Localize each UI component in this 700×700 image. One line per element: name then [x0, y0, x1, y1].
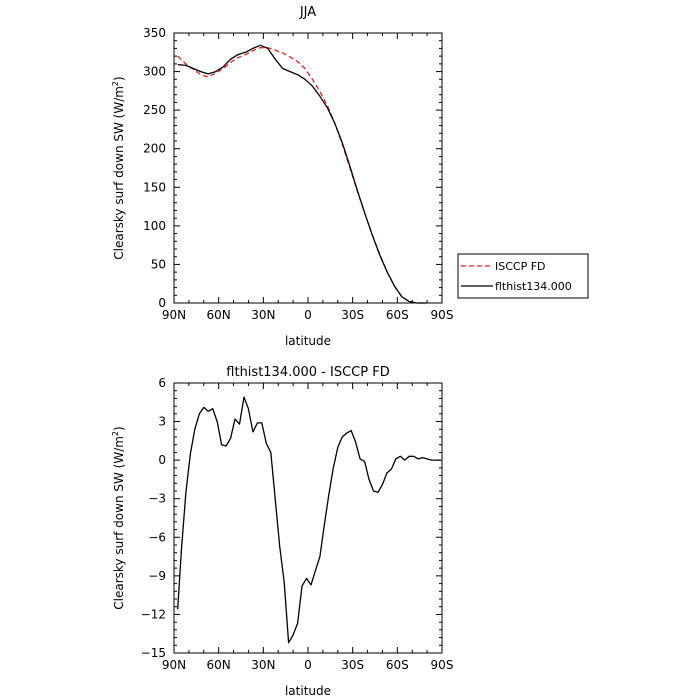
top-x-tick-label: 90S: [431, 308, 454, 322]
top-y-tick-label: 350: [143, 26, 166, 40]
top-y-tick-label: 150: [143, 180, 166, 194]
bottom-y-axis-label-prefix: Clearsky surf down SW (W/m: [112, 436, 126, 610]
bottom-y-tick-label: −3: [148, 492, 166, 506]
bottom-x-tick-label: 90S: [431, 658, 454, 672]
bottom-chart-title: flthist134.000 - ISCCP FD: [226, 365, 389, 380]
bottom-y-tick-label: −12: [141, 607, 166, 621]
bottom-y-tick-label: −6: [148, 530, 166, 544]
bottom-y-tick-label: −15: [141, 646, 166, 660]
top-y-axis-label-sup: 2: [111, 81, 120, 86]
legend-label-flthist: flthist134.000: [495, 280, 572, 293]
top-x-tick-label: 0: [304, 308, 312, 322]
bottom-x-tick-label: 30S: [341, 658, 364, 672]
legend-box: [457, 253, 589, 299]
top-y-axis-label-prefix: Clearsky surf down SW (W/m: [112, 86, 126, 260]
bottom-y-tick-label: 0: [158, 453, 166, 467]
bottom-y-axis-label: Clearsky surf down SW (W/m2): [111, 426, 126, 609]
top-axes: 90N 60N 30N 0 30S 60S 90S 0 50 100 150 200 250 300 350: [143, 26, 453, 322]
bottom-series-lines: [177, 396, 441, 644]
top-x-tick-label: 60N: [207, 308, 231, 322]
bottom-y-tick-label: 6: [158, 376, 166, 390]
top-panel: JJA 90N 60N 30N 0 30S 60S 90S 0 50 100 150 200 250 30…: [111, 5, 589, 348]
top-y-axis-label-suffix: ): [112, 76, 126, 81]
bottom-x-tick-label: 0: [304, 658, 312, 672]
bottom-panel: flthist134.000 - ISCCP FD 90N 60N 30N 0 30S 6…: [111, 365, 453, 698]
bottom-plot-frame: [173, 382, 443, 654]
top-x-tick-label: 30S: [341, 308, 364, 322]
bottom-x-tick-label: 90N: [162, 658, 186, 672]
top-y-tick-label: 250: [143, 103, 166, 117]
top-y-tick-label: 50: [151, 257, 166, 271]
top-chart-title: JJA: [299, 5, 316, 20]
top-y-tick-label: 300: [143, 65, 166, 79]
top-x-tick-label: 30N: [251, 308, 275, 322]
top-y-tick-label: 100: [143, 219, 166, 233]
top-series-lines: [177, 44, 428, 304]
top-x-tick-label: 60S: [386, 308, 409, 322]
bottom-x-tick-label: 30N: [251, 658, 275, 672]
top-y-tick-label: 200: [143, 142, 166, 156]
top-x-tick-label: 90N: [162, 308, 186, 322]
bottom-y-axis-label-suffix: ): [112, 426, 126, 431]
bottom-y-tick-label: −9: [148, 569, 166, 583]
bottom-x-tick-label: 60N: [207, 658, 231, 672]
top-y-tick-label: 0: [158, 296, 166, 310]
top-x-axis-label: latitude: [285, 334, 331, 348]
bottom-axes: 90N 60N 30N 0 30S 60S 90S −15 −12 −9 −6 −3 0 3 6: [141, 376, 454, 672]
top-series-line-1: [177, 44, 428, 304]
top-y-axis-label: Clearsky surf down SW (W/m2): [111, 76, 126, 259]
legend: ISCCP FD flthist134.000: [457, 253, 589, 299]
bottom-y-tick-label: 3: [158, 415, 166, 429]
bottom-series-line-0: [177, 396, 441, 644]
bottom-x-tick-label: 60S: [386, 658, 409, 672]
legend-label-isccp: ISCCP FD: [495, 260, 546, 273]
bottom-x-axis-label: latitude: [285, 684, 331, 698]
bottom-y-axis-label-sup: 2: [111, 431, 120, 436]
top-series-line-0: [177, 47, 428, 304]
